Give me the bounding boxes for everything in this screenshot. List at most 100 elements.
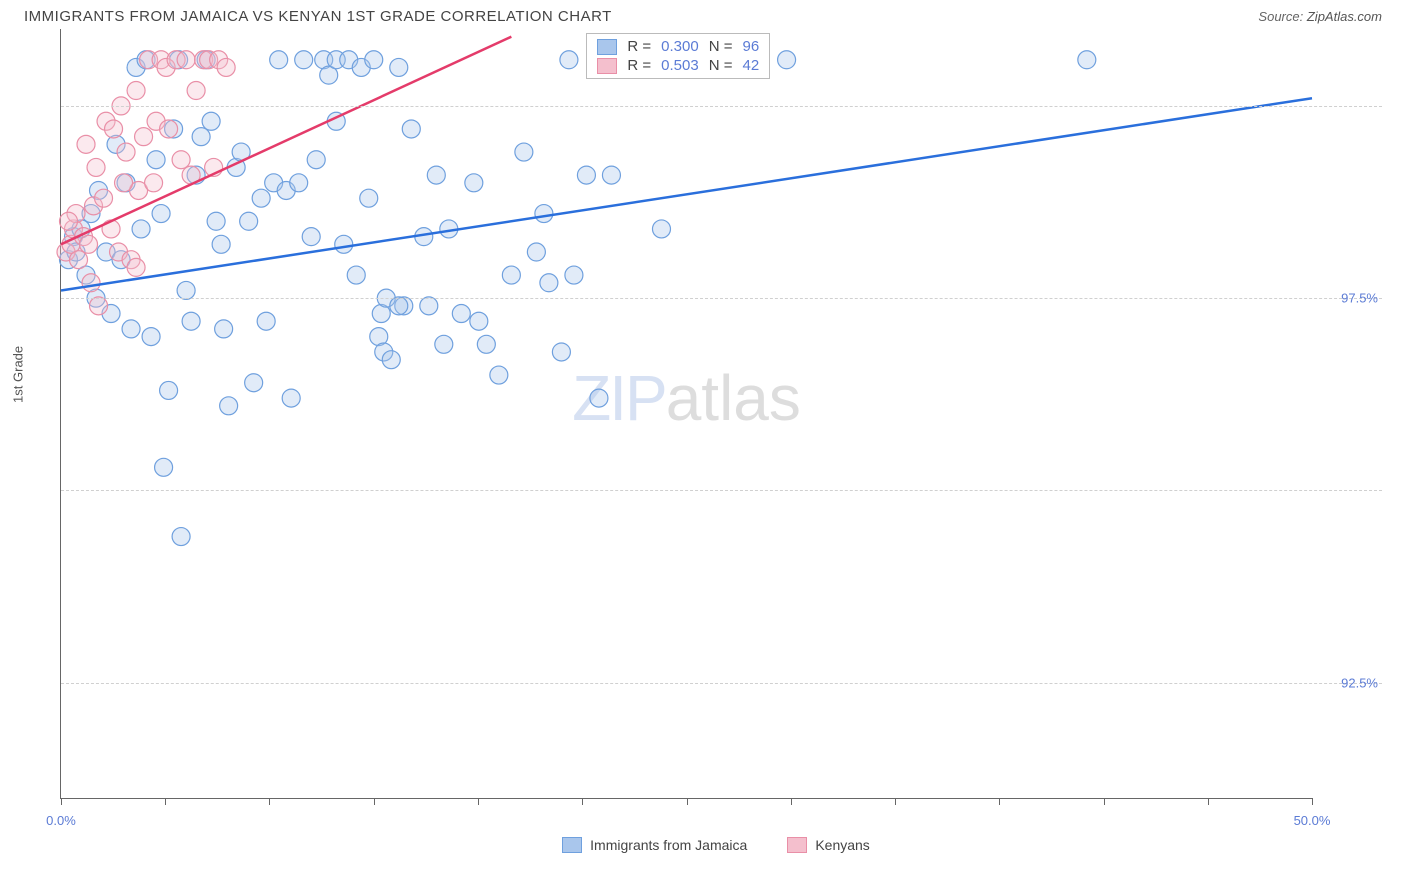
legend-swatch-jamaica	[562, 837, 582, 853]
n-label: N =	[709, 57, 733, 74]
data-point	[90, 297, 108, 315]
data-point	[1078, 51, 1096, 69]
data-point	[402, 120, 420, 138]
x-tick	[1208, 798, 1209, 805]
data-point	[215, 320, 233, 338]
data-point	[202, 112, 220, 130]
r-value-jamaica: 0.300	[661, 38, 699, 55]
data-point	[427, 166, 445, 184]
data-point	[515, 143, 533, 161]
data-point	[270, 51, 288, 69]
data-point	[127, 82, 145, 100]
r-label: R =	[627, 57, 651, 74]
corr-row-jamaica: R = 0.300 N = 96	[597, 38, 759, 55]
legend-item-jamaica: Immigrants from Jamaica	[562, 837, 747, 853]
data-point	[127, 258, 145, 276]
data-point	[602, 166, 620, 184]
data-point	[172, 151, 190, 169]
data-point	[382, 351, 400, 369]
data-point	[335, 235, 353, 253]
data-point	[477, 335, 495, 353]
data-point	[207, 212, 225, 230]
x-tick	[791, 798, 792, 805]
data-point	[70, 251, 88, 269]
gridline	[61, 106, 1382, 107]
plot-region: ZIPatlas R = 0.300 N = 96 R = 0.503 N = …	[60, 29, 1312, 799]
source-label: Source:	[1258, 9, 1303, 24]
r-label: R =	[627, 38, 651, 55]
gridline	[61, 683, 1382, 684]
source: Source: ZipAtlas.com	[1258, 9, 1382, 24]
correlation-box: R = 0.300 N = 96 R = 0.503 N = 42	[586, 33, 770, 79]
data-point	[82, 274, 100, 292]
data-point	[390, 58, 408, 76]
data-point	[142, 328, 160, 346]
x-tick	[1312, 798, 1313, 805]
x-tick	[478, 798, 479, 805]
data-point	[360, 189, 378, 207]
legend-label-jamaica: Immigrants from Jamaica	[590, 837, 747, 853]
y-axis-label: 1st Grade	[11, 346, 26, 403]
data-point	[155, 458, 173, 476]
x-tick	[1104, 798, 1105, 805]
data-point	[172, 528, 190, 546]
data-point	[245, 374, 263, 392]
data-point	[465, 174, 483, 192]
legend-label-kenyans: Kenyans	[815, 837, 869, 853]
data-point	[212, 235, 230, 253]
data-point	[435, 335, 453, 353]
x-tick	[269, 798, 270, 805]
data-point	[577, 166, 595, 184]
x-tick-label: 0.0%	[46, 813, 76, 828]
data-point	[240, 212, 258, 230]
data-point	[347, 266, 365, 284]
data-point	[552, 343, 570, 361]
chart-title: IMMIGRANTS FROM JAMAICA VS KENYAN 1ST GR…	[24, 8, 612, 25]
data-point	[220, 397, 238, 415]
data-point	[282, 389, 300, 407]
data-point	[187, 82, 205, 100]
gridline	[61, 490, 1382, 491]
gridline	[61, 298, 1382, 299]
data-point	[177, 51, 195, 69]
data-point	[490, 366, 508, 384]
data-point	[192, 128, 210, 146]
data-point	[527, 243, 545, 261]
data-point	[290, 174, 308, 192]
x-tick	[61, 798, 62, 805]
data-point	[80, 235, 98, 253]
data-point	[87, 158, 105, 176]
x-tick	[687, 798, 688, 805]
data-point	[420, 297, 438, 315]
data-point	[115, 174, 133, 192]
x-tick	[582, 798, 583, 805]
y-tick-label: 92.5%	[1341, 675, 1378, 690]
data-point	[295, 51, 313, 69]
swatch-kenyans	[597, 58, 617, 74]
x-tick	[999, 798, 1000, 805]
x-tick	[374, 798, 375, 805]
data-point	[160, 381, 178, 399]
data-point	[122, 320, 140, 338]
corr-row-kenyans: R = 0.503 N = 42	[597, 57, 759, 74]
n-value-kenyans: 42	[742, 57, 759, 74]
data-point	[102, 220, 120, 238]
data-point	[390, 297, 408, 315]
data-point	[565, 266, 583, 284]
data-point	[160, 120, 178, 138]
y-tick-label: 97.5%	[1341, 291, 1378, 306]
data-point	[307, 151, 325, 169]
x-tick	[165, 798, 166, 805]
x-tick-label: 50.0%	[1294, 813, 1331, 828]
n-value-jamaica: 96	[742, 38, 759, 55]
data-point	[778, 51, 796, 69]
swatch-jamaica	[597, 39, 617, 55]
n-label: N =	[709, 38, 733, 55]
data-point	[182, 312, 200, 330]
x-tick	[895, 798, 896, 805]
data-point	[77, 135, 95, 153]
trend-line	[61, 98, 1312, 290]
data-point	[535, 205, 553, 223]
data-point	[105, 120, 123, 138]
data-point	[502, 266, 520, 284]
